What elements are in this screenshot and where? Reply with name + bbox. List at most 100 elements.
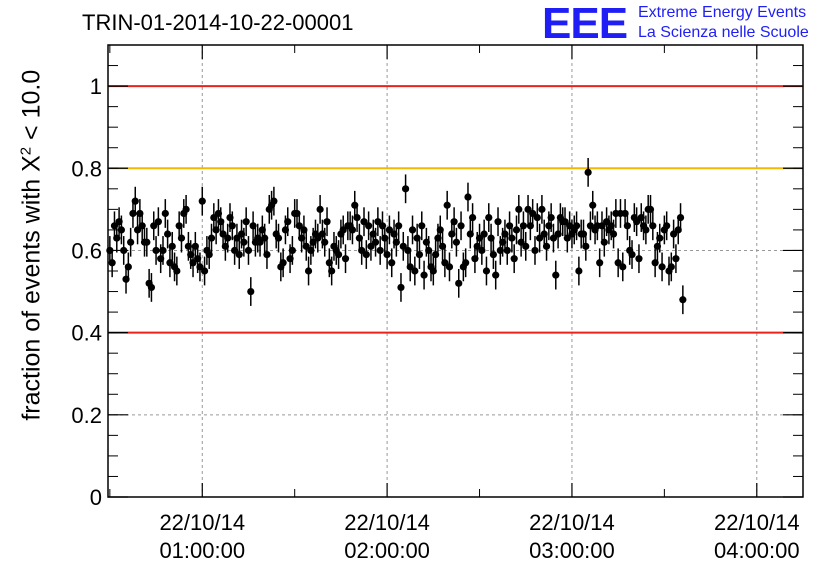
data-point — [547, 213, 555, 222]
data-point — [348, 226, 357, 234]
data-point — [353, 213, 361, 222]
data-point — [152, 246, 160, 255]
data-point — [131, 197, 139, 205]
data-point — [279, 259, 287, 267]
data-point — [404, 246, 412, 255]
logo-caption-line1: Extreme Energy Events — [638, 4, 807, 21]
data-point — [642, 226, 650, 234]
data-point — [138, 222, 146, 230]
data-point — [233, 234, 241, 242]
data-point — [154, 218, 162, 226]
data-point — [117, 226, 126, 234]
data-point — [538, 205, 546, 213]
data-point — [358, 246, 366, 255]
x-tick-label-date: 22/10/14 — [159, 510, 245, 535]
data-point — [371, 238, 380, 246]
data-point — [494, 218, 502, 226]
data-point — [679, 296, 687, 304]
eee-logo: EEE Extreme Energy Events La Scienza nel… — [542, 2, 832, 46]
tick-labels: 0 0.2 0.4 0.6 0.8 1 22/10/14 01:00:00 22/10/14 02… — [71, 74, 799, 563]
data-point — [450, 218, 458, 226]
data-point — [425, 246, 433, 255]
y-axis-label-prefix: fraction of events with — [17, 171, 46, 421]
data-point — [418, 222, 426, 230]
data-point — [623, 222, 632, 230]
data-point — [436, 226, 444, 234]
data-point — [166, 259, 174, 267]
data-point — [413, 234, 421, 242]
data-point — [478, 246, 486, 255]
x-tick-label-date: 22/10/14 — [344, 510, 430, 535]
y-tick-label: 0.4 — [71, 321, 102, 346]
data-point — [263, 250, 271, 259]
data-point — [441, 259, 449, 267]
data-point — [501, 230, 509, 238]
data-point — [381, 234, 389, 242]
data-point — [619, 263, 627, 271]
data-point — [328, 267, 336, 275]
data-point — [388, 259, 396, 267]
data-point — [572, 222, 581, 230]
data-point — [341, 255, 350, 263]
eee-logo-mark: EEE — [542, 0, 628, 48]
data-point — [533, 213, 541, 222]
data-point — [554, 230, 562, 238]
data-point — [492, 271, 500, 279]
data-point — [288, 246, 296, 255]
data-point — [200, 267, 209, 275]
data-point — [656, 234, 664, 242]
data-point — [113, 234, 121, 242]
data-point — [284, 218, 292, 226]
data-point — [596, 259, 604, 267]
data-point — [455, 279, 463, 287]
data-point — [415, 250, 424, 259]
data-point — [196, 263, 204, 271]
x-tick-label-time: 03:00:00 — [529, 538, 615, 563]
data-point — [512, 226, 521, 234]
data-point — [482, 267, 491, 275]
data-point — [420, 271, 428, 279]
data-point — [582, 242, 590, 250]
data-point — [314, 234, 322, 242]
data-point — [164, 230, 172, 238]
data-point — [628, 250, 636, 259]
data-point — [517, 238, 525, 246]
y-tick-label: 0.8 — [71, 156, 102, 181]
y-tick-label: 0 — [90, 485, 102, 510]
data-point — [383, 250, 391, 259]
x-tick-label-date: 22/10/14 — [529, 510, 615, 535]
data-point — [510, 255, 518, 263]
data-point — [487, 234, 495, 242]
data-point — [235, 250, 243, 259]
data-point — [614, 259, 622, 267]
data-point — [362, 250, 370, 259]
data-point — [519, 222, 528, 230]
data-point — [261, 234, 269, 242]
data-point — [549, 234, 558, 242]
data-point — [300, 226, 308, 234]
data-point — [376, 246, 384, 255]
data-point — [339, 226, 347, 234]
y-tick-label: 0.6 — [71, 238, 102, 263]
data-point — [633, 218, 641, 226]
data-point — [406, 263, 414, 271]
data-point — [411, 267, 419, 275]
data-point — [247, 287, 255, 296]
y-tick-label: 0.2 — [71, 403, 102, 428]
data-point — [302, 242, 310, 250]
data-point — [177, 234, 186, 242]
data-point — [464, 193, 472, 201]
data-points — [106, 158, 687, 315]
plot-title: TRIN-01-2014-10-22-00001 — [82, 10, 354, 35]
data-point — [397, 283, 405, 292]
data-point — [249, 222, 257, 230]
data-point — [124, 263, 132, 271]
data-point — [552, 271, 560, 279]
data-point — [189, 259, 197, 267]
data-point — [395, 222, 403, 230]
data-point — [147, 283, 156, 292]
data-point — [663, 222, 671, 230]
data-point — [529, 209, 537, 218]
plot-frame — [107, 44, 804, 498]
